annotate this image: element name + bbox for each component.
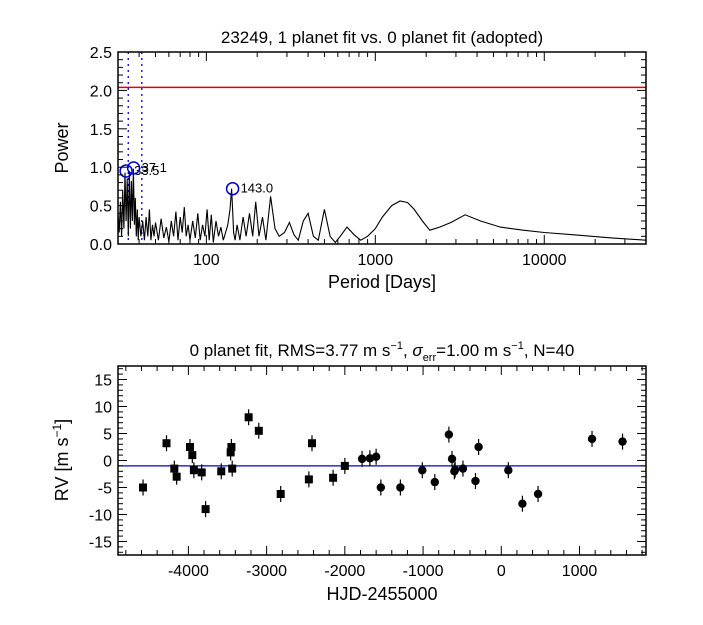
rv-point-square-1: [162, 439, 171, 448]
rv-points-group: [139, 409, 627, 518]
rv-title-err-sub: err: [423, 352, 437, 364]
rv-x-tick-label-1: -3000: [246, 563, 287, 580]
rv-point-circle-6: [430, 477, 439, 487]
rv-y-label-sup: −1: [50, 424, 64, 438]
rv-point-square-0: [139, 483, 148, 492]
rv-point-square-7: [197, 468, 206, 477]
rv-point-square-15: [276, 489, 285, 498]
rv-y-tick-label-4: 5: [103, 427, 112, 444]
periodogram-y-label: Power: [52, 122, 72, 173]
rv-point-square-17: [307, 439, 316, 448]
peak-label-2: 143.0: [241, 181, 274, 196]
rv-point-square-16: [304, 475, 313, 484]
rv-point-square-14: [254, 426, 263, 435]
rv-point-square-13: [244, 413, 253, 422]
peak-label-0: 33.5: [134, 163, 159, 178]
rv-point-circle-4: [396, 483, 405, 492]
periodogram-plot-frame: [117, 51, 647, 245]
periodogram-y-ticks: 0.0 0.5 1.0 1.5 2.0 2.5: [90, 45, 646, 254]
rv-point-square-19: [340, 461, 349, 470]
rv-title-sigma: σ: [412, 341, 423, 360]
y-tick-label-3: 1.5: [90, 122, 112, 139]
rv-title-sup2: −1: [511, 340, 524, 352]
peak-label-1: 37.1: [142, 160, 167, 175]
rv-title-prefix: 0 planet fit, RMS=3.77 m s: [190, 341, 391, 360]
peak-circle-0: [119, 164, 133, 178]
rv-panel: 0 planet fit, RMS=3.77 m s−1, σerr=1.00 …: [50, 340, 647, 604]
rv-y-tick-label-1: -10: [89, 508, 112, 525]
periodogram-x-ticks: 100 1000 10000: [117, 52, 647, 269]
rv-y-ticks: -15 -10 -5 0 5 10 15: [89, 368, 646, 553]
rv-y-label-close: ]: [52, 419, 72, 424]
rv-title-mid2: =1.00 m s: [436, 341, 511, 360]
rv-point-square-11: [227, 443, 236, 451]
peak-circle-2: [225, 181, 240, 196]
peak-marker-group: 33.537.1 143.0: [119, 160, 274, 196]
rv-point-circle-10: [450, 465, 460, 474]
periodogram-x-label: Period [Days]: [328, 272, 436, 292]
rv-plot-frame: [117, 365, 647, 556]
rv-y-label: RV [m s−1]: [50, 419, 72, 501]
rv-point-square-10: [226, 448, 235, 457]
rv-title-sup: −1: [390, 340, 403, 352]
y-tick-label-1: 0.5: [90, 199, 112, 216]
rv-point-square-12: [228, 464, 237, 473]
y-tick-label-0: 0.0: [90, 237, 112, 254]
rv-point-circle-3: [376, 483, 386, 492]
rv-x-tick-label-5: 1000: [562, 563, 598, 580]
x-tick-label-0: 100: [193, 252, 220, 269]
rv-point-circle-17: [587, 434, 597, 444]
rv-y-tick-label-3: 0: [103, 454, 112, 471]
rv-point-square-4: [185, 443, 194, 451]
peak-circle-1: [126, 161, 141, 175]
rv-point-square-8: [201, 505, 210, 514]
rv-y-tick-label-5: 10: [94, 400, 112, 417]
periodogram-curve: [117, 168, 647, 244]
rv-point-circle-15: [518, 499, 527, 508]
vertical-marker-group: [127, 52, 143, 244]
periodogram-panel: 23249, 1 planet fit vs. 0 planet fit (ad…: [52, 28, 647, 292]
rv-y-tick-label-2: -5: [98, 481, 112, 498]
rv-point-circle-5: [418, 466, 427, 475]
rv-point-circle-8: [447, 454, 457, 464]
x-tick-label-1: 1000: [358, 252, 394, 269]
rv-point-circle-16: [533, 489, 543, 499]
rv-x-tick-label-4: 0: [497, 563, 506, 580]
periodogram-curve-group: [117, 168, 647, 244]
rv-y-label-main: RV [m s: [52, 438, 72, 502]
rv-point-square-18: [329, 473, 338, 482]
rv-point-circle-11: [458, 464, 468, 473]
rv-point-square-9: [217, 467, 226, 476]
rv-x-ticks: -4000 -3000 -2000 -1000 0 1000: [125, 366, 643, 580]
rv-point-circle-18: [618, 437, 627, 446]
rv-point-circle-13: [474, 442, 483, 452]
rv-point-square-5: [188, 451, 197, 460]
rv-point-circle-0: [357, 454, 367, 464]
rv-y-tick-label-6: 15: [94, 373, 112, 390]
rv-point-square-2: [170, 464, 179, 473]
rv-point-square-3: [172, 472, 181, 481]
rv-x-tick-label-3: -1000: [403, 563, 444, 580]
rv-x-tick-label-0: -4000: [168, 563, 209, 580]
rv-title: 0 planet fit, RMS=3.77 m s−1, σerr=1.00 …: [190, 340, 575, 364]
x-tick-label-2: 10000: [522, 252, 567, 269]
rv-point-circle-14: [504, 466, 513, 475]
rv-point-circle-2: [371, 452, 381, 461]
rv-point-square-6: [189, 466, 198, 475]
rv-point-circle-12: [471, 476, 480, 486]
rv-y-tick-label-0: -15: [89, 535, 112, 552]
rv-x-tick-label-2: -2000: [324, 563, 365, 580]
rv-title-end: , N=40: [524, 341, 575, 360]
y-tick-label-2: 1.0: [90, 160, 112, 177]
rv-x-label: HJD-2455000: [326, 584, 437, 604]
periodogram-title: 23249, 1 planet fit vs. 0 planet fit (ad…: [221, 28, 543, 47]
y-tick-label-5: 2.5: [90, 45, 112, 62]
rv-title-mid: ,: [403, 341, 412, 360]
y-tick-label-4: 2.0: [90, 83, 112, 100]
rv-point-circle-7: [444, 430, 454, 439]
